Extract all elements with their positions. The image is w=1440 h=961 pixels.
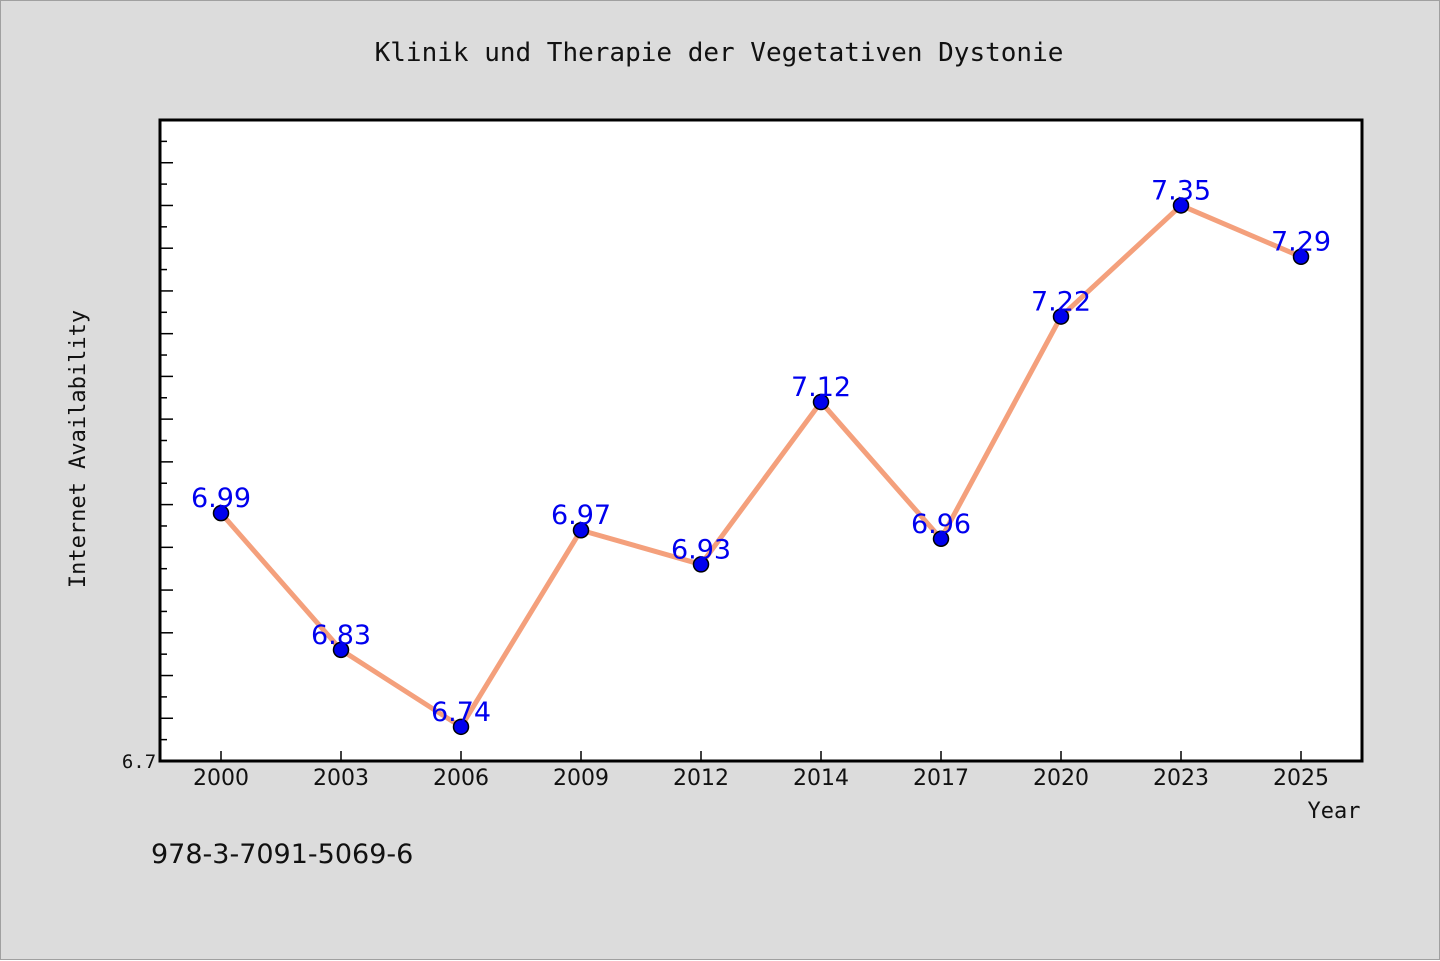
data-point xyxy=(692,556,710,573)
x-tick-label: 2020 xyxy=(1033,766,1089,791)
data-label: 7.29 xyxy=(1271,227,1331,258)
data-labels: 6.99 6.83 6.74 6.97 6.93 7.12 6.96 7.22 7.35 7.29 xyxy=(191,175,1331,727)
x-tick-label: 2000 xyxy=(193,766,249,791)
x-tick-label: 2017 xyxy=(913,766,969,791)
isbn-text: 978-3-7091-5069-6 xyxy=(151,839,413,870)
y-tick-label: 6.7 xyxy=(122,751,156,773)
data-points xyxy=(212,197,1310,736)
data-label: 6.96 xyxy=(911,509,971,540)
x-axis-label: Year xyxy=(1308,799,1361,824)
data-point xyxy=(1172,197,1190,214)
data-point xyxy=(452,718,470,736)
data-point xyxy=(1052,308,1070,325)
data-point xyxy=(572,521,590,539)
series-polyline xyxy=(219,202,1302,730)
data-label: 7.22 xyxy=(1031,287,1091,318)
data-label: 6.99 xyxy=(191,483,251,514)
series-line xyxy=(219,202,1302,730)
data-label: 6.74 xyxy=(431,697,491,728)
data-label: 7.35 xyxy=(1151,175,1211,206)
data-label: 6.97 xyxy=(551,500,611,531)
x-axis: 2000 2003 2006 2009 2012 2014 2017 2020 2023 2025 xyxy=(193,751,1329,791)
chart-title: Klinik und Therapie der Vegetativen Dyst… xyxy=(375,38,1064,68)
data-label: 7.12 xyxy=(791,372,851,403)
y-axis-label: Internet Availability xyxy=(66,310,91,588)
x-tick-label: 2023 xyxy=(1153,766,1209,791)
data-point xyxy=(932,530,950,548)
x-tick-label: 2012 xyxy=(673,766,729,791)
x-tick-label: 2014 xyxy=(793,766,849,791)
data-point xyxy=(212,504,230,522)
x-tick-label: 2006 xyxy=(433,766,489,791)
data-point xyxy=(1292,248,1310,265)
data-point xyxy=(332,641,350,659)
y-axis-ticks xyxy=(160,140,173,762)
x-tick-label: 2009 xyxy=(553,766,609,791)
data-point xyxy=(812,393,830,411)
plot-area xyxy=(158,118,1364,763)
x-tick-label: 2003 xyxy=(313,766,369,791)
x-tick-label: 2025 xyxy=(1273,766,1329,791)
data-label: 6.93 xyxy=(671,534,731,565)
data-label: 6.83 xyxy=(311,620,371,651)
